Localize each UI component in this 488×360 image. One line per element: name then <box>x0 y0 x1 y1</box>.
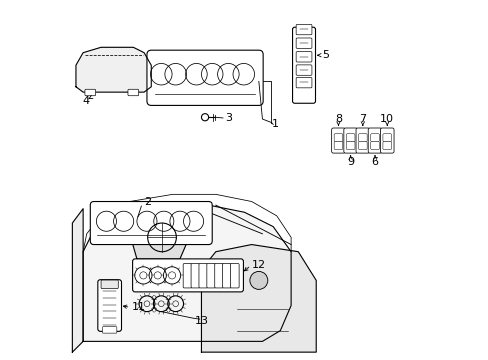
FancyBboxPatch shape <box>380 128 393 153</box>
FancyBboxPatch shape <box>333 141 342 149</box>
FancyBboxPatch shape <box>296 77 311 88</box>
FancyBboxPatch shape <box>333 134 342 141</box>
FancyBboxPatch shape <box>222 264 231 288</box>
Text: 1: 1 <box>271 120 278 129</box>
FancyBboxPatch shape <box>346 141 354 149</box>
FancyBboxPatch shape <box>382 141 391 149</box>
FancyBboxPatch shape <box>346 134 354 141</box>
FancyBboxPatch shape <box>230 264 239 288</box>
FancyBboxPatch shape <box>331 128 345 153</box>
Polygon shape <box>72 209 83 352</box>
FancyBboxPatch shape <box>128 89 139 96</box>
FancyBboxPatch shape <box>199 264 207 288</box>
FancyBboxPatch shape <box>102 327 117 333</box>
FancyBboxPatch shape <box>85 89 96 96</box>
Text: 4: 4 <box>82 96 89 106</box>
FancyBboxPatch shape <box>358 141 366 149</box>
FancyBboxPatch shape <box>367 128 381 153</box>
Text: 11: 11 <box>131 302 145 312</box>
FancyBboxPatch shape <box>191 264 199 288</box>
FancyBboxPatch shape <box>292 27 315 103</box>
Circle shape <box>249 271 267 289</box>
Polygon shape <box>83 205 290 341</box>
FancyBboxPatch shape <box>147 50 263 105</box>
Text: 6: 6 <box>371 157 378 167</box>
FancyBboxPatch shape <box>214 264 223 288</box>
Text: 9: 9 <box>346 157 353 167</box>
Polygon shape <box>201 244 316 352</box>
FancyBboxPatch shape <box>355 128 369 153</box>
FancyBboxPatch shape <box>343 128 357 153</box>
Text: 3: 3 <box>224 113 231 123</box>
FancyBboxPatch shape <box>296 38 311 48</box>
FancyBboxPatch shape <box>370 141 379 149</box>
FancyBboxPatch shape <box>296 24 311 35</box>
Text: 13: 13 <box>194 316 208 325</box>
Text: 8: 8 <box>334 114 341 124</box>
FancyBboxPatch shape <box>183 264 191 288</box>
FancyBboxPatch shape <box>296 65 311 75</box>
Text: 10: 10 <box>380 114 393 124</box>
FancyBboxPatch shape <box>296 51 311 62</box>
FancyBboxPatch shape <box>382 134 391 141</box>
FancyBboxPatch shape <box>98 280 121 331</box>
FancyBboxPatch shape <box>132 259 243 292</box>
FancyBboxPatch shape <box>206 264 215 288</box>
FancyBboxPatch shape <box>90 202 212 244</box>
Polygon shape <box>76 47 151 92</box>
FancyBboxPatch shape <box>370 134 379 141</box>
Text: 5: 5 <box>322 50 329 60</box>
FancyBboxPatch shape <box>101 280 118 289</box>
Text: 7: 7 <box>359 114 366 124</box>
FancyBboxPatch shape <box>358 134 366 141</box>
Polygon shape <box>129 209 190 259</box>
Text: 2: 2 <box>144 197 151 207</box>
Text: 12: 12 <box>251 260 265 270</box>
